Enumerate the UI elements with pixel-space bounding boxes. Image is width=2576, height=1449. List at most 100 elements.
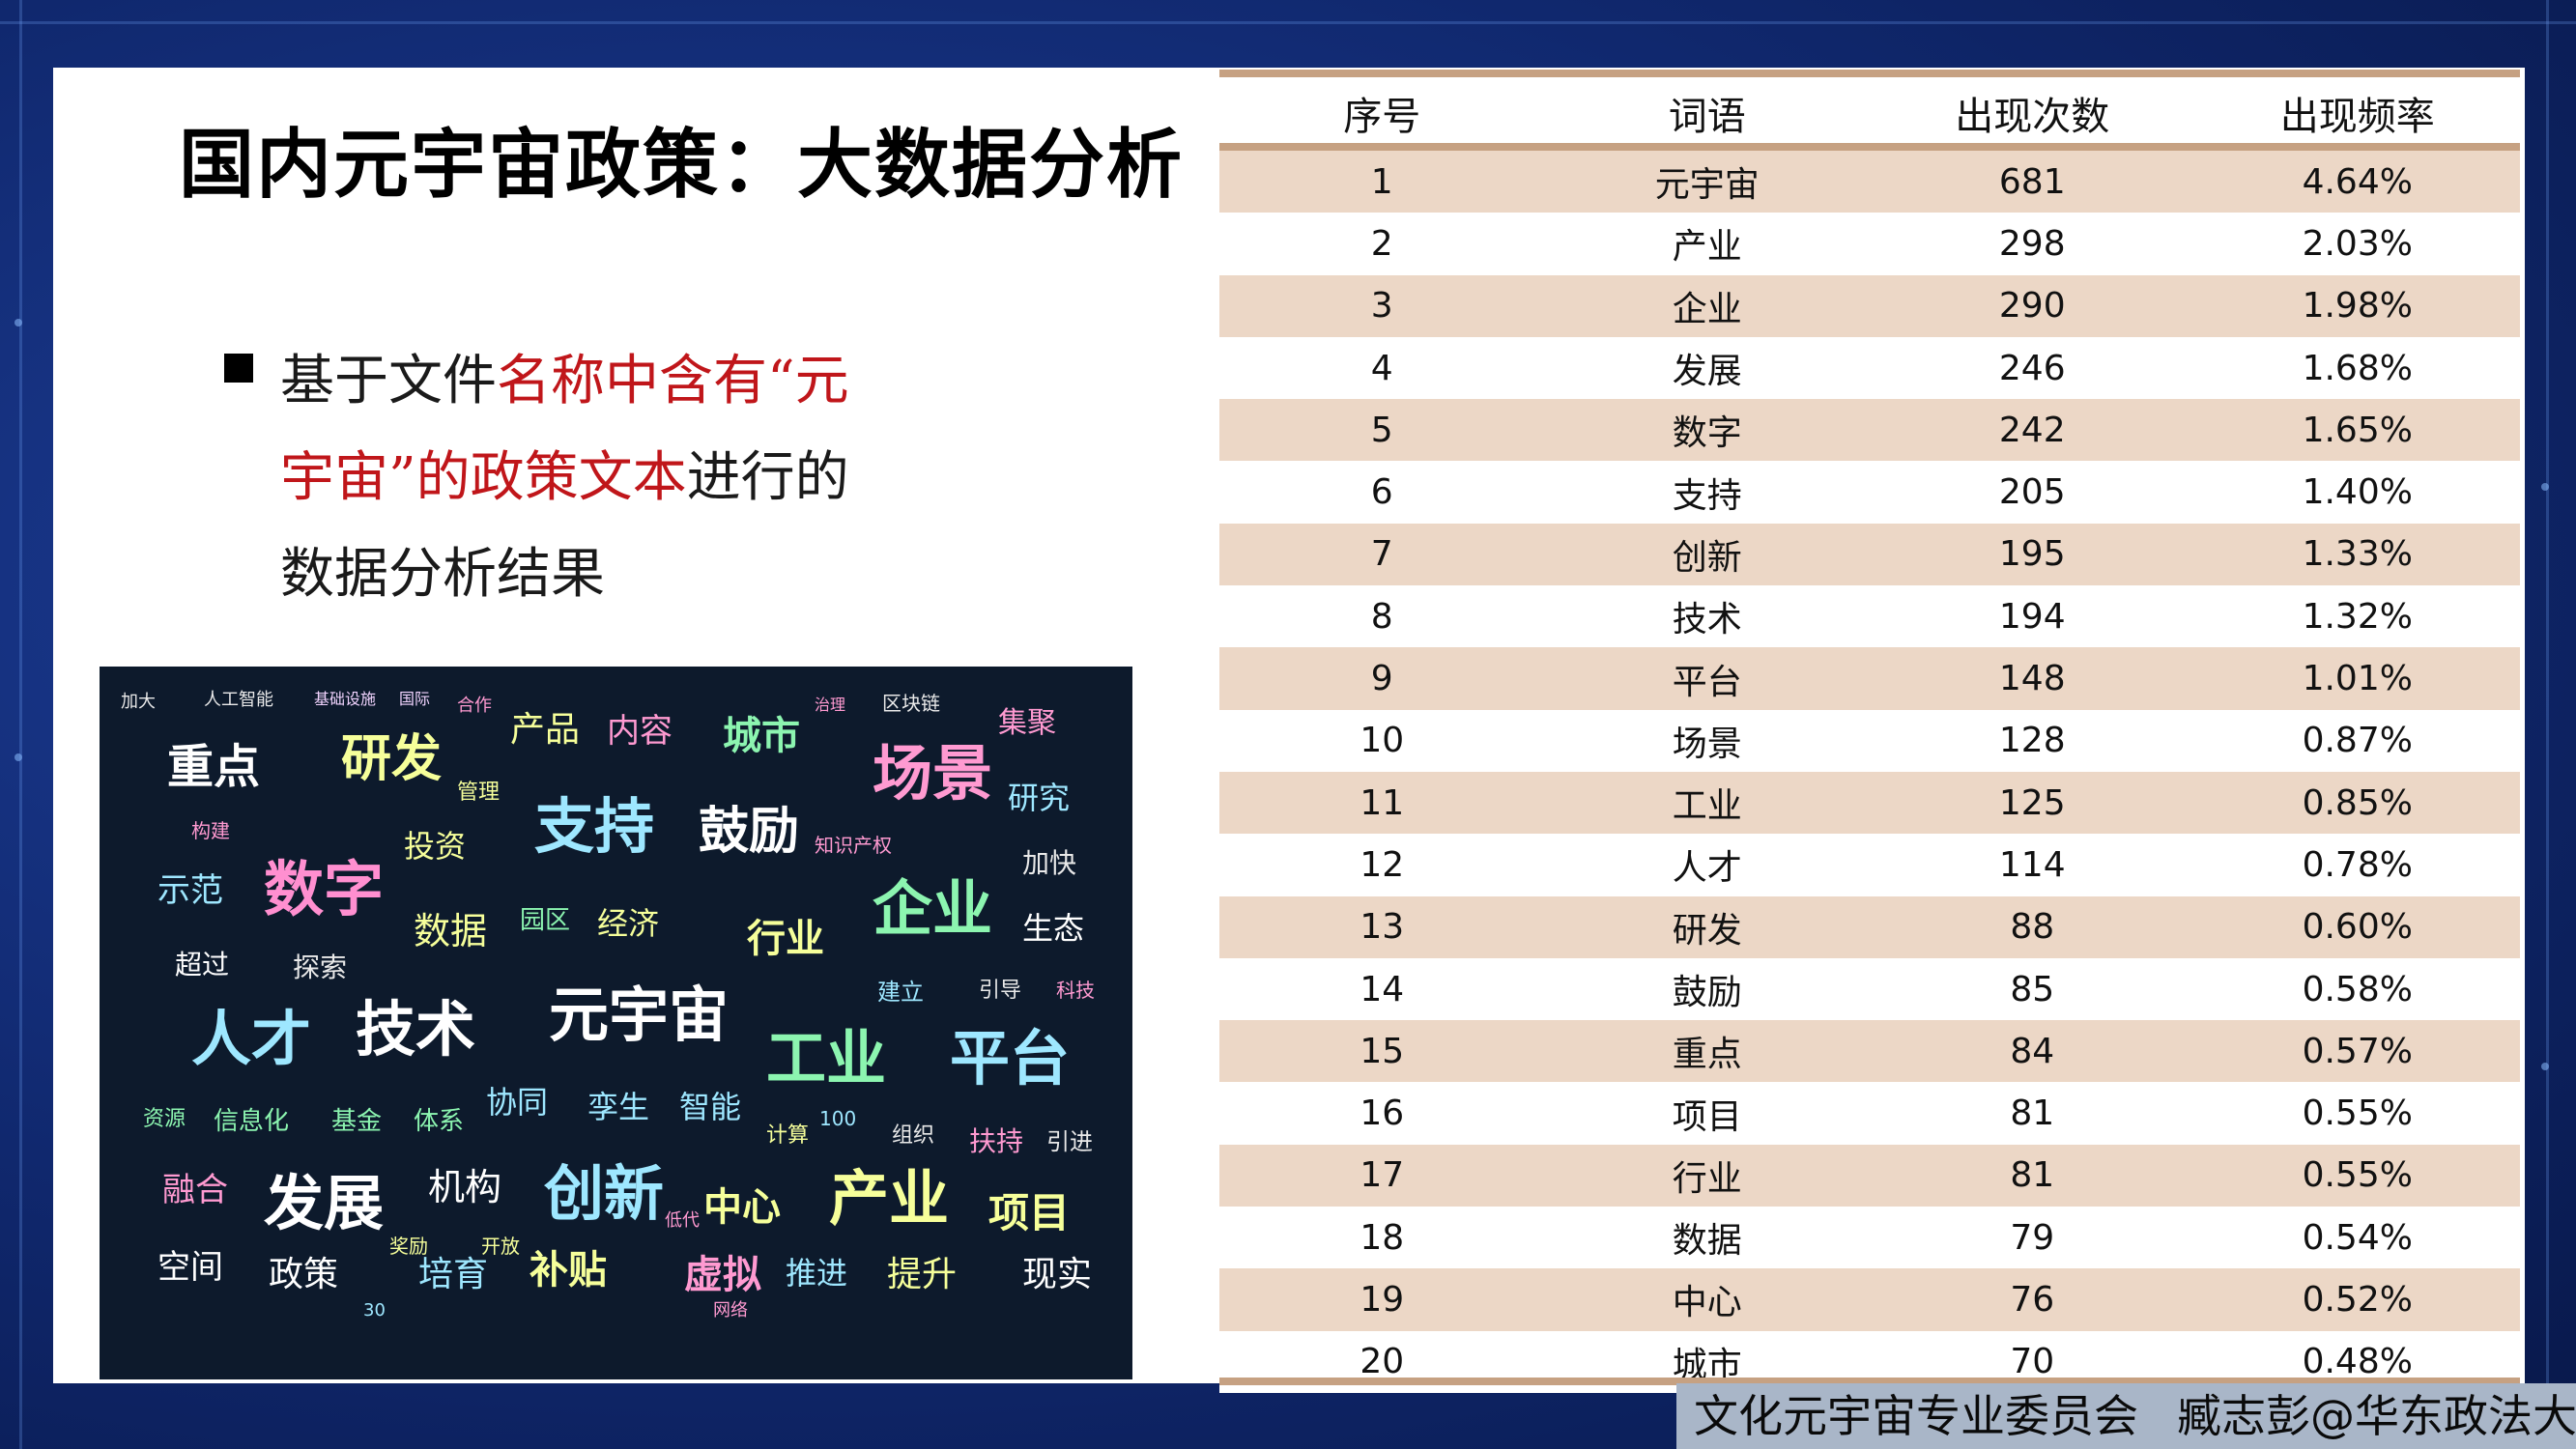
table-cell: 1 <box>1370 161 1393 202</box>
page-title: 国内元宇宙政策：大数据分析 <box>179 122 1185 209</box>
word-cloud-word: 组织 <box>892 1123 935 1148</box>
table-cell: 0.87% <box>2302 721 2413 761</box>
word-cloud-word: 中心 <box>703 1185 781 1230</box>
word-cloud-word: 孪生 <box>587 1089 650 1125</box>
word-cloud-word: 计算 <box>766 1123 810 1148</box>
background-circuit-line <box>2546 0 2549 1449</box>
word-cloud-word: 现实 <box>1022 1255 1093 1294</box>
table-cell: 创新 <box>1672 537 1742 578</box>
table-cell: 1.32% <box>2302 596 2413 637</box>
bullet-text-part3: 进行的数据分析结果 <box>280 446 849 606</box>
word-cloud-word: 引进 <box>1046 1128 1093 1155</box>
background-dot <box>14 319 22 327</box>
word-cloud-word: 园区 <box>520 906 571 935</box>
word-frequency-table: 序号 词语 出现次数 出现频率 1 元宇宙 681 4.64% 2 产业 298 2.03% 3… <box>1219 70 2520 1393</box>
table-header-cell: 出现次数 <box>1955 95 2110 139</box>
background-circuit-line <box>0 21 2576 24</box>
word-cloud-word: 提升 <box>887 1255 958 1294</box>
table-cell: 88 <box>2010 907 2055 948</box>
table-top-rule <box>1219 70 2520 77</box>
table-cell: 研发 <box>1672 910 1742 951</box>
word-cloud-word: 生态 <box>1022 910 1085 947</box>
table-cell: 290 <box>1998 286 2066 327</box>
table-cell: 17 <box>1360 1155 1405 1196</box>
table-cell: 2 <box>1370 223 1393 264</box>
word-cloud-word: 工业 <box>766 1023 887 1094</box>
table-cell: 0.57% <box>2302 1031 2413 1071</box>
table-cell: 1.40% <box>2302 472 2413 513</box>
table-row: 19 中心 76 0.52% <box>1219 1268 2520 1331</box>
table-cell: 15 <box>1360 1031 1405 1071</box>
table-cell: 1.98% <box>2302 286 2413 327</box>
table-row: 8 技术 194 1.32% <box>1219 585 2520 648</box>
table-row: 12 人才 114 0.78% <box>1219 834 2520 896</box>
word-cloud-word: 示范 <box>157 871 223 910</box>
word-cloud-word: 重点 <box>167 740 261 794</box>
table-row: 15 重点 84 0.57% <box>1219 1020 2520 1083</box>
table-cell: 支持 <box>1672 475 1742 516</box>
table-header-rule <box>1219 143 2520 151</box>
word-cloud-word: 研究 <box>1008 780 1071 816</box>
table-cell: 产业 <box>1672 227 1742 268</box>
table-cell: 242 <box>1998 410 2066 450</box>
word-cloud-word: 扶持 <box>969 1125 1024 1157</box>
word-cloud-word: 区块链 <box>882 692 940 715</box>
word-cloud-word: 产业 <box>829 1163 950 1234</box>
table-cell: 128 <box>1998 721 2066 761</box>
word-cloud-word: 超过 <box>175 949 230 980</box>
table-cell: 发展 <box>1672 352 1742 392</box>
background-dot <box>2541 483 2549 491</box>
word-cloud-word: 投资 <box>404 828 467 865</box>
table-row: 3 企业 290 1.98% <box>1219 274 2520 337</box>
table-cell: 8 <box>1370 596 1393 637</box>
table-cell: 4.64% <box>2302 161 2413 202</box>
word-cloud-word: 引导 <box>979 979 1022 1003</box>
word-cloud-word: 研发 <box>341 730 443 788</box>
table-cell: 0.48% <box>2302 1342 2413 1382</box>
table-row: 2 产业 298 2.03% <box>1219 213 2520 275</box>
table-cell: 0.58% <box>2302 969 2413 1009</box>
table-row: 17 行业 81 0.55% <box>1219 1144 2520 1208</box>
word-cloud-word: 补贴 <box>530 1248 607 1293</box>
bullet-square-icon <box>224 354 253 383</box>
table-cell: 10 <box>1360 721 1405 761</box>
table-cell: 11 <box>1360 782 1405 823</box>
table-cell: 114 <box>1998 844 2066 885</box>
table-cell: 1.65% <box>2302 410 2413 450</box>
word-cloud-word: 数字 <box>264 854 385 924</box>
word-cloud-word: 基金 <box>331 1107 383 1136</box>
table-cell: 企业 <box>1672 289 1742 329</box>
word-cloud-word: 建立 <box>877 979 924 1006</box>
table-cell: 125 <box>1998 782 2066 823</box>
table-cell: 0.55% <box>2302 1155 2413 1196</box>
table-row: 6 支持 205 1.40% <box>1219 461 2520 524</box>
table-cell: 79 <box>2010 1217 2055 1258</box>
word-cloud-word: 推进 <box>786 1255 848 1292</box>
table-cell: 12 <box>1360 844 1405 885</box>
word-cloud-word: 信息化 <box>214 1107 290 1136</box>
word-cloud-word: 发展 <box>264 1168 385 1238</box>
table-cell: 数字 <box>1672 413 1742 454</box>
word-cloud-word: 产品 <box>510 710 581 750</box>
table-cell: 人才 <box>1672 848 1742 889</box>
table-cell: 9 <box>1370 659 1393 699</box>
word-cloud-word: 城市 <box>723 714 800 758</box>
table-cell: 元宇宙 <box>1654 165 1760 206</box>
table-cell: 205 <box>1998 472 2066 513</box>
table-cell: 2.03% <box>2302 223 2413 264</box>
table-cell: 1.01% <box>2302 659 2413 699</box>
word-cloud-word: 培育 <box>418 1255 489 1294</box>
word-cloud-word: 加大 <box>121 692 156 712</box>
table-cell: 0.54% <box>2302 1217 2413 1258</box>
table-row: 11 工业 125 0.85% <box>1219 771 2520 835</box>
table-cell: 19 <box>1360 1279 1405 1320</box>
table-cell: 84 <box>2010 1031 2055 1071</box>
table-row: 14 鼓励 85 0.58% <box>1219 957 2520 1021</box>
word-cloud-word: 开放 <box>481 1235 520 1258</box>
table-cell: 5 <box>1370 410 1393 450</box>
table-cell: 16 <box>1360 1094 1405 1134</box>
table-cell: 13 <box>1360 907 1405 948</box>
word-cloud-word: 企业 <box>873 873 993 944</box>
table-cell: 0.55% <box>2302 1094 2413 1134</box>
